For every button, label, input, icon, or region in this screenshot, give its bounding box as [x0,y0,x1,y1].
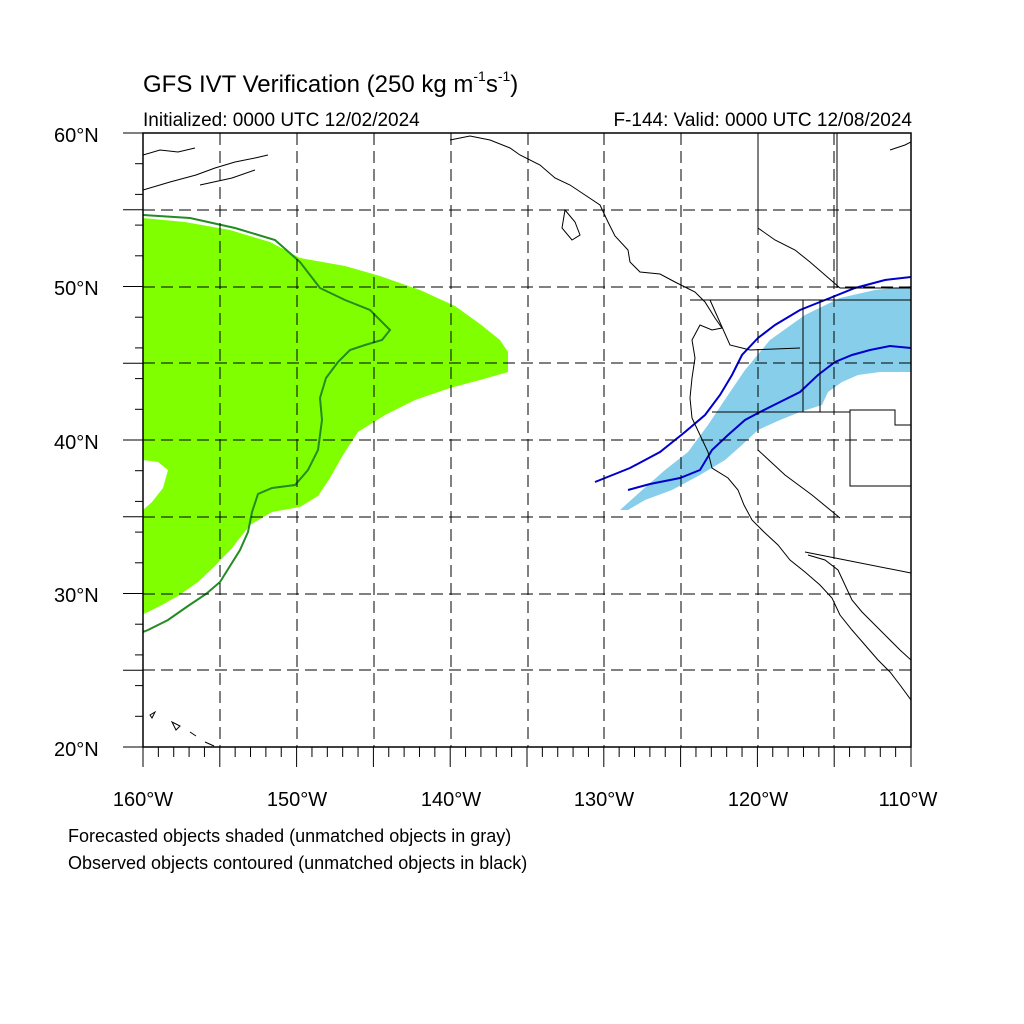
lon-labels: 160°W 150°W 140°W 130°W 120°W 110°W [113,789,938,811]
lat-label-40: 40°N [54,432,99,454]
valid-time: F-144: Valid: 0000 UTC 12/08/2024 [613,110,912,131]
legend-forecast-note: Forecasted objects shaded (unmatched obj… [68,826,512,846]
lon-label-130w: 130°W [574,789,634,811]
graticule [143,133,911,747]
lon-label-110w: 110°W [879,789,938,811]
lat-label-30: 30°N [54,585,99,607]
lon-label-160w: 160°W [113,789,173,811]
forecast-object-green [143,218,508,614]
lon-label-140w: 140°W [421,789,481,811]
legend-observed-note: Observed objects contoured (unmatched ob… [68,853,528,873]
lat-label-60: 60°N [54,125,99,147]
chart-title: GFS IVT Verification (250 kg m-1s-1) [143,68,519,98]
map-panel [143,133,911,747]
initialized-time: Initialized: 0000 UTC 12/02/2024 [143,110,420,131]
lon-label-150w: 150°W [267,789,327,811]
observed-contour-green [143,214,392,633]
forecast-object-blue [620,286,911,510]
tick-marks [123,132,912,767]
observed-contour-blue [594,276,911,491]
lon-label-120w: 120°W [728,789,788,811]
lat-labels: 60°N 50°N 40°N 30°N 20°N [54,125,99,761]
forecast-object-green-hole [143,460,168,510]
lat-label-20: 20°N [54,739,99,761]
lat-label-50: 50°N [54,278,99,300]
